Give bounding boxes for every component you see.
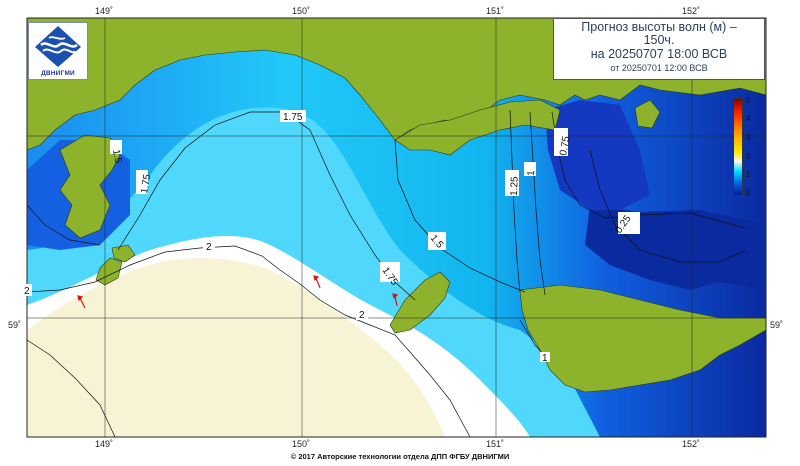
lon-label-bottom-150: 150˚: [292, 439, 311, 449]
lat-label-right-59: 59˚: [770, 320, 784, 330]
contour-label-bg: [540, 352, 550, 362]
contour-label-bg: [380, 262, 400, 282]
lon-label-top-150: 150˚: [292, 6, 311, 16]
lon-label-top-149: 149˚: [95, 6, 114, 16]
contour-label: 2: [206, 242, 212, 253]
contour-125: [509, 109, 521, 293]
contour-label: 1.5: [110, 149, 123, 165]
title-line-4: от 20250701 12:00 ВСВ: [610, 63, 708, 73]
land-ne-island: [634, 99, 661, 129]
contour-label-bg: [203, 240, 215, 252]
wave-arrow-head: [313, 275, 320, 282]
copyright-footer: © 2017 Авторские технологии отдела ДПП Ф…: [290, 452, 510, 461]
contour-label-bg: [356, 308, 368, 320]
wave-arrow: [315, 277, 321, 289]
contour-1: [529, 111, 546, 296]
colorbar: [733, 98, 743, 196]
wave-arrow: [79, 297, 86, 309]
lon-label-bottom-152: 152˚: [682, 439, 701, 449]
contour-labels: 1.75 1.75 2 2 2 1.75 1.5 1.25 1 0.75 0.2…: [20, 110, 640, 364]
contour-label-bg: [110, 140, 122, 154]
colorbar-label-1: 1: [746, 170, 751, 179]
contour-label-bg: [554, 128, 568, 156]
contour-label-bg: [20, 284, 32, 296]
wave-arrow: [394, 295, 398, 307]
wave-direction-arrows: [77, 275, 399, 309]
lon-label-top-151: 151˚: [486, 6, 505, 16]
contour-025: [589, 149, 747, 263]
title-line-2: 150ч.: [643, 33, 675, 47]
forecast-title-box: Прогноз высоты волн (м) – 150ч. на 20250…: [553, 18, 765, 80]
contour-label-bg: [505, 170, 519, 196]
colorbar-label-2: 2: [746, 152, 751, 161]
colorbar-label-4: 4: [746, 114, 751, 123]
map-area: [26, 17, 767, 438]
contour-label: 1.25: [509, 176, 521, 196]
contour-label: 1: [526, 170, 537, 176]
dvnigmi-wave-logo-icon: [35, 26, 81, 67]
sea-low-waves-zone: [27, 258, 445, 437]
contour-15-nw: [26, 204, 101, 246]
contour-label-bg: [280, 110, 306, 122]
map-border: [26, 17, 767, 438]
lon-label-top-152: 152˚: [682, 6, 701, 16]
dvnigmi-logo: ДВНИГМИ: [28, 22, 88, 80]
lat-label-left-59: 59˚: [8, 320, 22, 330]
logo-caption: ДВНИГМИ: [41, 70, 75, 77]
colorbar-label-0: 0: [746, 188, 751, 197]
wave-arrow-head: [77, 295, 84, 302]
contour-label: 1.75: [283, 112, 303, 123]
contour-label: 1: [542, 353, 548, 364]
contour-label: 0.75: [558, 135, 572, 157]
lon-label-bottom-151: 151˚: [486, 439, 505, 449]
contour-label: 2: [24, 286, 30, 297]
colorbar-label-3: 3: [746, 133, 751, 142]
lon-label-bottom-149: 149˚: [95, 439, 114, 449]
wave-arrow-head: [392, 293, 399, 300]
contour-label-bg: [136, 170, 148, 194]
contour-label: 2: [359, 310, 365, 321]
contour-label-bg: [524, 162, 536, 176]
land-west-island-2: [111, 244, 136, 263]
sea-deep-bay: [545, 100, 650, 210]
contour-2-south: [26, 245, 471, 438]
title-line-3: на 20250707 18:00 ВСВ: [590, 47, 728, 61]
contour-label-bg: [428, 232, 446, 250]
contour-label: 1.75: [139, 173, 153, 195]
colorbar-label-5: 5: [746, 96, 751, 105]
graticule: [27, 18, 766, 437]
contour-label-bg: [618, 212, 640, 234]
title-line-1: Прогноз высоты волн (м) –: [581, 20, 737, 34]
colorbar-gradient: [734, 99, 742, 195]
